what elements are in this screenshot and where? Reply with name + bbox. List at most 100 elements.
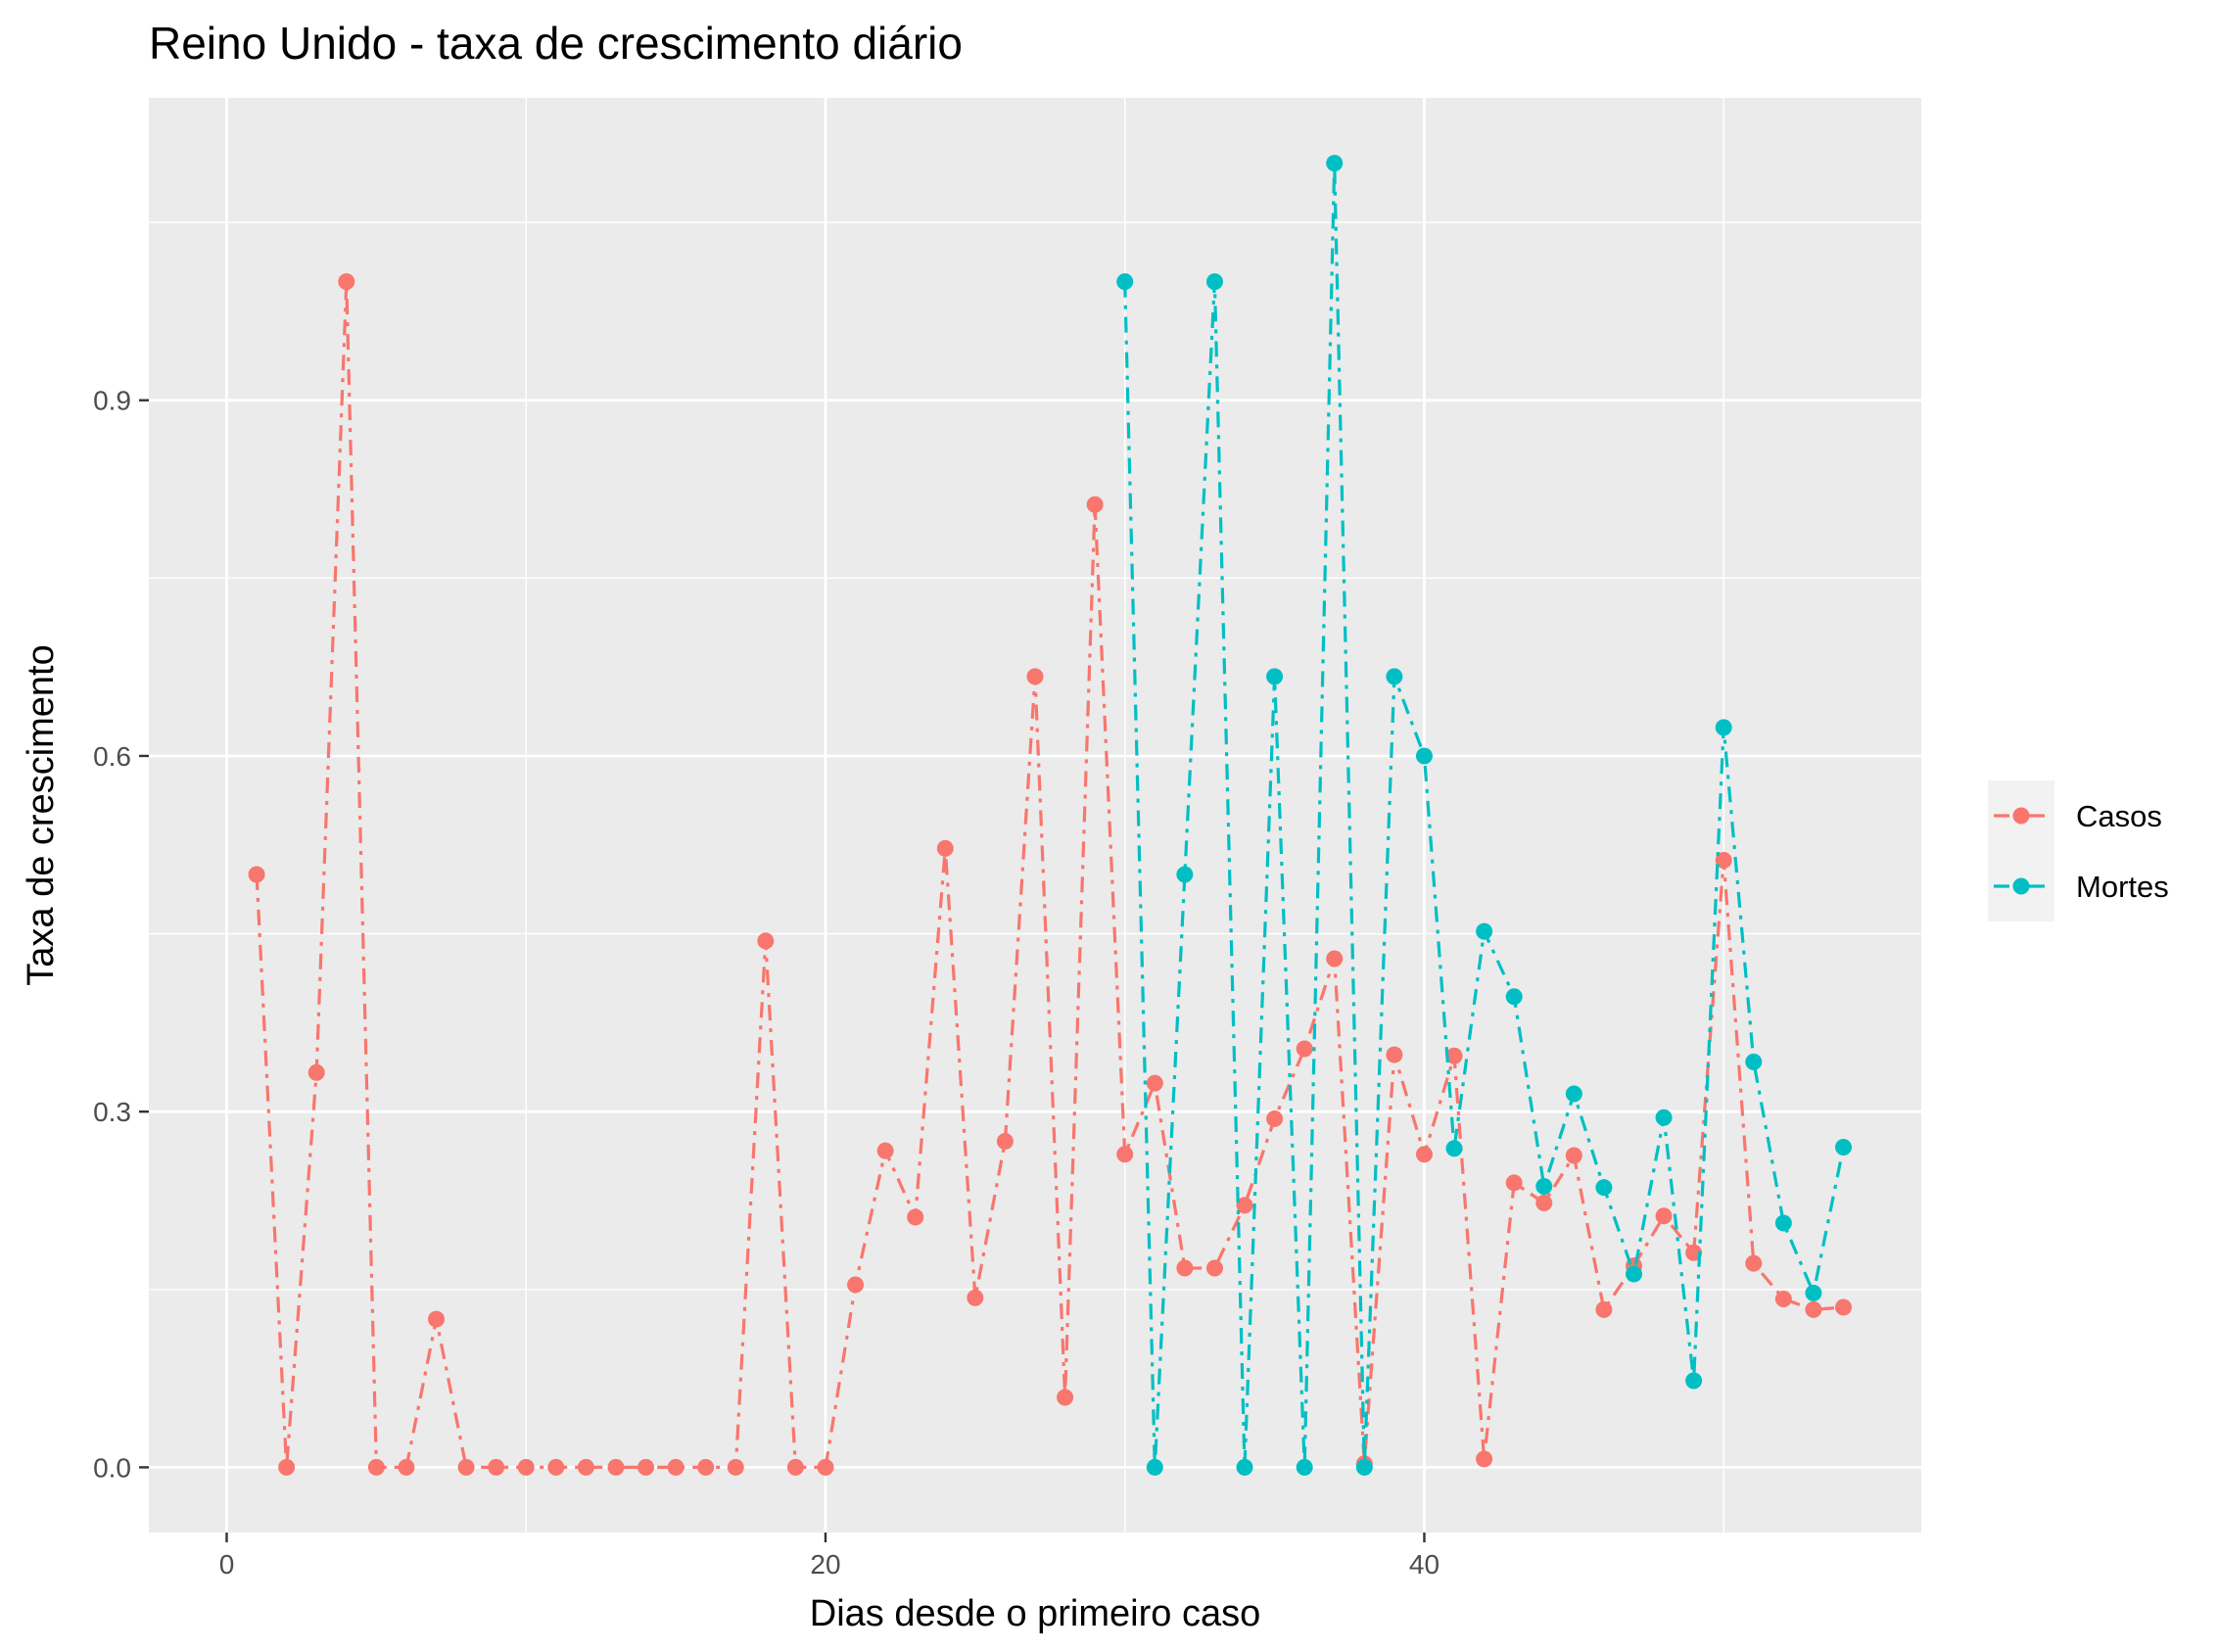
data-point-casos bbox=[996, 1132, 1014, 1150]
data-point-casos bbox=[967, 1289, 984, 1306]
data-point-casos bbox=[637, 1458, 655, 1476]
data-point-mortes bbox=[1595, 1179, 1613, 1197]
data-point-casos bbox=[1296, 1040, 1313, 1058]
y-tick-label: 0.9 bbox=[93, 386, 131, 416]
data-point-casos bbox=[1774, 1290, 1792, 1307]
data-point-casos bbox=[1445, 1047, 1463, 1064]
minor-gridlines bbox=[149, 98, 1921, 1533]
legend-key-point-mortes bbox=[2012, 877, 2030, 895]
plot-panel bbox=[149, 98, 1921, 1533]
data-point-casos bbox=[338, 273, 355, 291]
data-point-casos bbox=[278, 1458, 296, 1476]
data-point-casos bbox=[1415, 1146, 1433, 1163]
y-tick-label: 0.3 bbox=[93, 1097, 131, 1127]
data-point-mortes bbox=[1116, 273, 1134, 291]
data-point-mortes bbox=[1445, 1140, 1463, 1157]
data-point-casos bbox=[1086, 496, 1104, 513]
data-point-casos bbox=[607, 1458, 625, 1476]
data-point-mortes bbox=[1146, 1458, 1163, 1476]
legend: Casos Mortes bbox=[1988, 780, 2169, 921]
data-point-casos bbox=[1116, 1146, 1134, 1163]
data-point-casos bbox=[1026, 668, 1044, 685]
x-axis: 0 20 40 bbox=[219, 1533, 1439, 1580]
data-point-mortes bbox=[1326, 155, 1344, 172]
data-point-mortes bbox=[1176, 866, 1194, 883]
data-point-mortes bbox=[1505, 988, 1523, 1006]
data-point-casos bbox=[1805, 1300, 1822, 1318]
data-point-mortes bbox=[1205, 273, 1223, 291]
data-point-casos bbox=[697, 1458, 715, 1476]
data-point-casos bbox=[457, 1458, 475, 1476]
data-point-mortes bbox=[1715, 719, 1732, 736]
y-axis: 0.0 0.3 0.6 0.9 bbox=[93, 386, 149, 1483]
data-point-casos bbox=[517, 1458, 535, 1476]
data-point-casos bbox=[1565, 1147, 1582, 1164]
chart-title: Reino Unido - taxa de crescimento diário bbox=[149, 18, 963, 69]
data-point-mortes bbox=[1386, 668, 1403, 685]
x-tick-label: 0 bbox=[219, 1549, 235, 1580]
data-point-casos bbox=[757, 932, 775, 950]
data-point-mortes bbox=[1535, 1177, 1553, 1195]
data-point-casos bbox=[817, 1458, 834, 1476]
series-casos bbox=[248, 273, 1853, 1476]
data-point-casos bbox=[1505, 1174, 1523, 1192]
data-point-mortes bbox=[1355, 1458, 1373, 1476]
data-point-mortes bbox=[1415, 747, 1433, 765]
x-tick-label: 20 bbox=[810, 1549, 840, 1580]
data-point-casos bbox=[1715, 852, 1732, 870]
data-point-mortes bbox=[1805, 1284, 1822, 1301]
data-point-mortes bbox=[1266, 668, 1284, 685]
data-point-casos bbox=[1745, 1254, 1763, 1272]
data-point-casos bbox=[847, 1276, 865, 1294]
data-point-mortes bbox=[1835, 1139, 1853, 1156]
y-tick-label: 0.6 bbox=[93, 741, 131, 772]
data-point-mortes bbox=[1296, 1458, 1313, 1476]
series-layer bbox=[248, 155, 1853, 1476]
data-point-mortes bbox=[1745, 1053, 1763, 1070]
series-mortes bbox=[1116, 155, 1853, 1476]
y-axis-title: Taxa de crescimento bbox=[21, 644, 62, 986]
x-tick-label: 40 bbox=[1409, 1549, 1439, 1580]
data-point-casos bbox=[1176, 1259, 1194, 1277]
data-point-casos bbox=[577, 1458, 594, 1476]
data-point-mortes bbox=[1565, 1085, 1582, 1103]
data-point-casos bbox=[1236, 1197, 1253, 1214]
data-point-casos bbox=[936, 839, 954, 857]
data-point-casos bbox=[367, 1458, 385, 1476]
data-point-mortes bbox=[1476, 922, 1493, 940]
data-point-casos bbox=[1146, 1074, 1163, 1092]
data-point-casos bbox=[876, 1142, 894, 1159]
data-point-casos bbox=[248, 866, 265, 883]
data-point-mortes bbox=[1236, 1458, 1253, 1476]
data-point-mortes bbox=[1685, 1372, 1703, 1390]
data-point-casos bbox=[1057, 1389, 1074, 1406]
x-axis-title: Dias desde o primeiro caso bbox=[810, 1593, 1260, 1634]
data-point-casos bbox=[1476, 1450, 1493, 1468]
legend-key-background bbox=[1988, 780, 2054, 921]
legend-label-casos: Casos bbox=[2076, 799, 2162, 833]
data-point-casos bbox=[307, 1063, 325, 1081]
data-point-casos bbox=[1595, 1300, 1613, 1318]
data-point-casos bbox=[547, 1458, 565, 1476]
legend-key-point-casos bbox=[2012, 807, 2030, 825]
data-point-casos bbox=[907, 1208, 924, 1226]
data-point-casos bbox=[488, 1458, 505, 1476]
data-point-casos bbox=[1655, 1207, 1673, 1225]
data-point-casos bbox=[1205, 1259, 1223, 1277]
data-point-mortes bbox=[1655, 1109, 1673, 1126]
data-point-casos bbox=[786, 1458, 804, 1476]
data-point-casos bbox=[667, 1458, 684, 1476]
data-point-casos bbox=[428, 1310, 446, 1328]
major-gridlines bbox=[149, 98, 1921, 1533]
data-point-casos bbox=[1326, 950, 1344, 968]
data-point-casos bbox=[1266, 1109, 1284, 1127]
legend-label-mortes: Mortes bbox=[2076, 870, 2169, 904]
data-point-mortes bbox=[1774, 1214, 1792, 1232]
data-point-casos bbox=[1386, 1046, 1403, 1063]
data-point-mortes bbox=[1625, 1265, 1642, 1283]
data-point-casos bbox=[1535, 1194, 1553, 1211]
data-point-casos bbox=[727, 1458, 744, 1476]
y-tick-label: 0.0 bbox=[93, 1452, 131, 1483]
data-point-casos bbox=[398, 1458, 415, 1476]
